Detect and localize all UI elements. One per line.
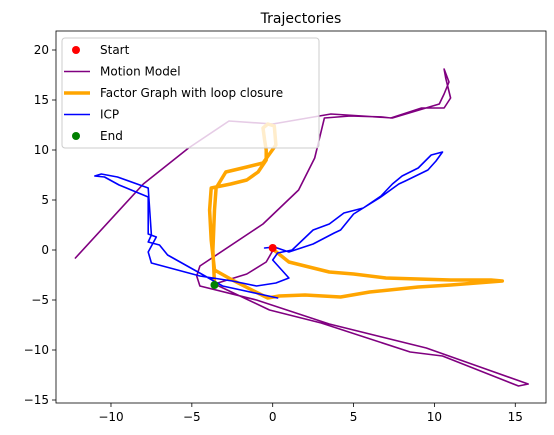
y-axis: −15 −10 −5 0 5 10 15 20: [24, 43, 56, 407]
marker-layer: [210, 244, 277, 289]
x-tick-label: 15: [508, 410, 523, 424]
y-tick-label: 0: [41, 243, 49, 257]
x-tick-label: −5: [183, 410, 201, 424]
legend-label-start: Start: [100, 43, 130, 57]
x-axis: −10 −5 0 5 10 15: [98, 403, 523, 424]
legend-label-icp: ICP: [100, 108, 119, 122]
y-tick-label: −5: [31, 293, 49, 307]
plot-frame: [55, 30, 547, 404]
x-tick-label: 5: [350, 410, 358, 424]
y-tick-label: 10: [34, 143, 49, 157]
x-tick-label: −10: [98, 410, 123, 424]
y-tick-label: 15: [34, 93, 49, 107]
x-tick-label: 0: [269, 410, 277, 424]
legend-label-factor-graph-with-loop-closure: Factor Graph with loop closure: [100, 86, 283, 100]
x-tick-label: 10: [427, 410, 442, 424]
legend-label-motion-model: Motion Model: [100, 65, 181, 79]
series-layer: [74, 68, 530, 387]
legend-marker-start: [72, 46, 80, 54]
legend-box: [61, 37, 320, 149]
y-tick-label: −10: [24, 343, 49, 357]
y-tick-label: 20: [34, 43, 49, 57]
y-tick-label: 5: [41, 193, 49, 207]
end-marker: [210, 281, 219, 289]
legend: Start Motion Model Factor Graph with loop …: [61, 37, 320, 149]
chart-title: Trajectories: [260, 11, 342, 27]
series-line-icp: [94, 151, 444, 299]
legend-marker-end: [72, 132, 80, 140]
legend-label-end: End: [100, 129, 123, 143]
series-line-motion-model: [74, 68, 530, 387]
y-tick-label: −15: [24, 393, 49, 407]
series-line-factor-graph-with-loop-closure: [207, 122, 505, 300]
start-marker: [268, 244, 277, 252]
